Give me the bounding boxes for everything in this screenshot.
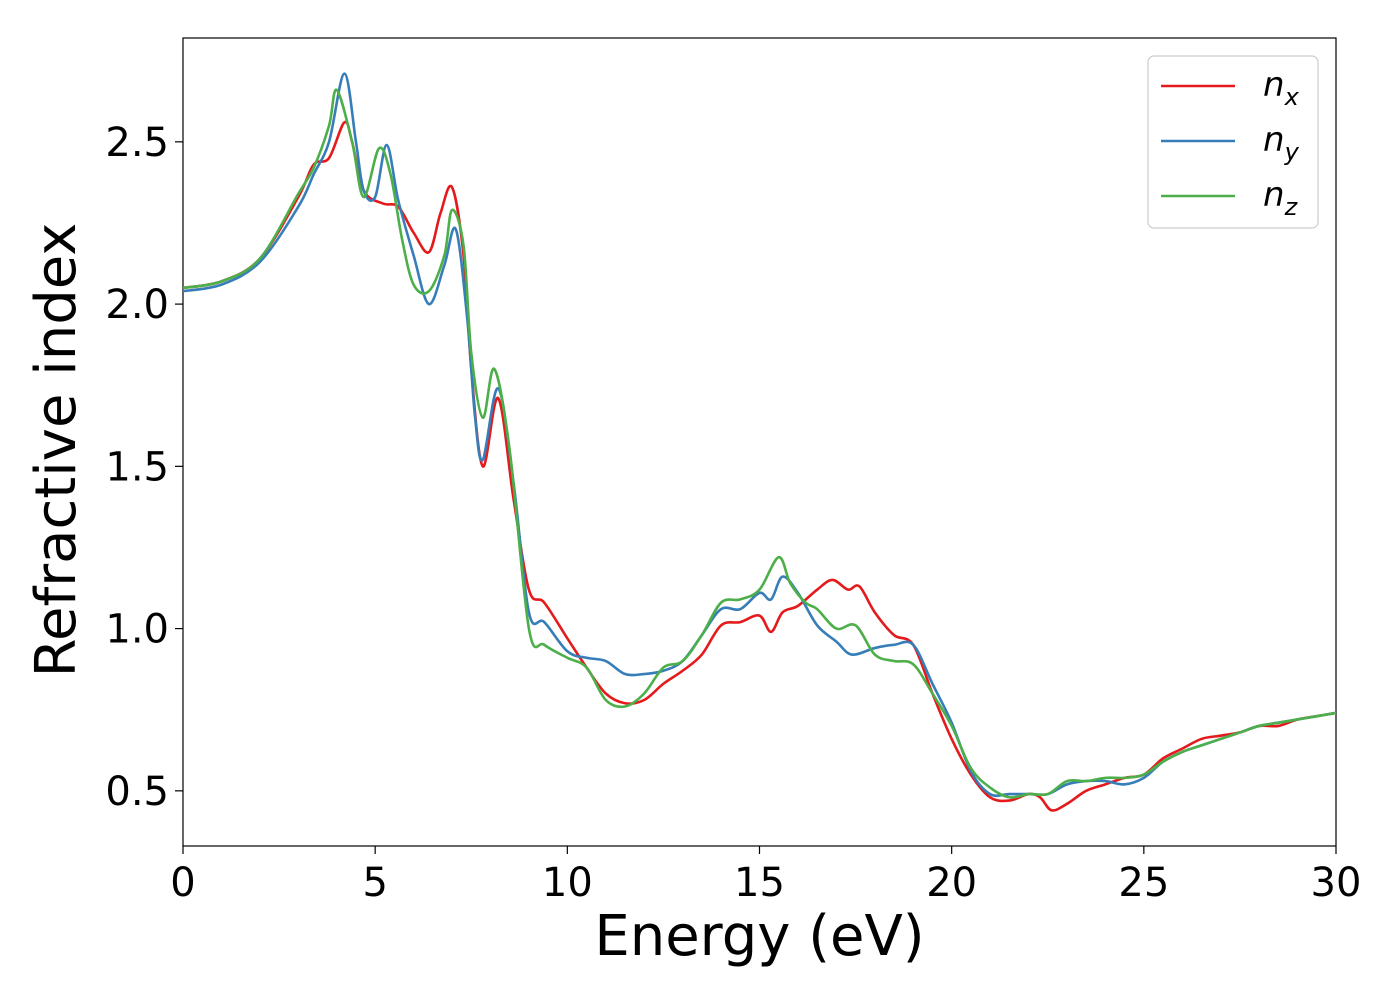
x-tick-label: 20 <box>926 860 977 906</box>
y-tick-label: 2.0 <box>105 282 169 328</box>
y-tick-label: 0.5 <box>105 769 169 815</box>
y-tick-label: 2.5 <box>105 120 169 166</box>
axis-labels-layer: Energy (eV) Refractive index <box>24 223 925 969</box>
x-tick-label: 30 <box>1311 860 1362 906</box>
y-axis-title: Refractive index <box>24 223 89 678</box>
x-tick-label: 15 <box>734 860 785 906</box>
ticks-layer: 0 5 10 15 20 25 30 0.5 1.0 1.5 2.0 2.5 <box>105 120 1361 906</box>
legend: nx ny nz <box>1147 55 1319 229</box>
y-tick-label: 1.0 <box>105 607 169 653</box>
x-tick-label: 0 <box>170 860 195 906</box>
x-axis-title: Energy (eV) <box>594 904 924 969</box>
x-tick-label: 25 <box>1118 860 1169 906</box>
y-tick-label: 1.5 <box>105 444 169 490</box>
legend-label-y: ny <box>1263 120 1300 166</box>
series-line-y <box>183 72 1336 798</box>
legend-label-z: nz <box>1263 175 1299 221</box>
x-tick-label: 5 <box>362 860 387 906</box>
series-line-z <box>183 88 1336 799</box>
series-layer <box>183 72 1336 812</box>
x-tick-label: 10 <box>542 860 593 906</box>
legend-label-x: nx <box>1263 65 1300 111</box>
